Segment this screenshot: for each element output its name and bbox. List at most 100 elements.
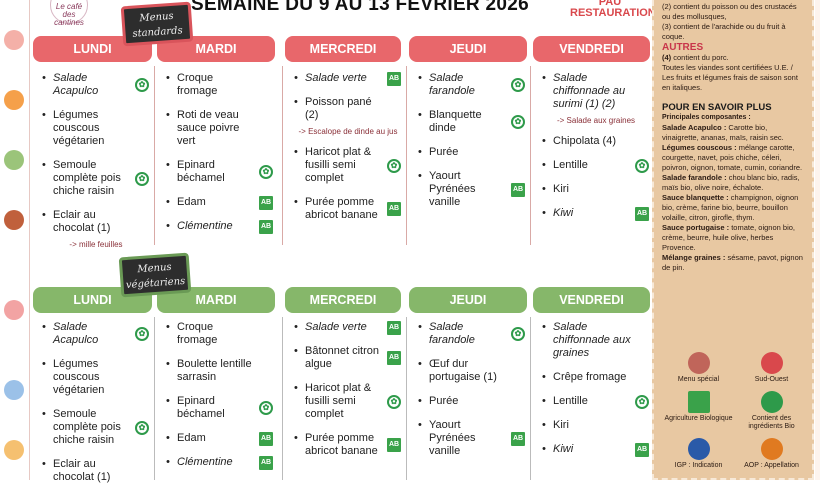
menu-item-text: Salade farandole	[429, 72, 475, 97]
menu-item: Kiri	[541, 419, 651, 432]
day-column: Salade verte AB Poisson pané (2) -> Escalop…	[285, 71, 409, 233]
menu-item: Epinard béchamel ✿	[165, 159, 275, 185]
legend-item: Menu spécial	[662, 352, 735, 385]
ingredient-entry: Salade farandole : chou blanc bio, radis…	[662, 173, 800, 192]
menu-item-text: Croque fromage	[177, 72, 218, 97]
menu-item-text: Roti de veau sauce poivre vert	[177, 109, 240, 147]
menu-item-text: Bâtonnet citron algue	[305, 345, 379, 370]
bio-ingredients-icon: ✿	[387, 394, 401, 409]
column-divider	[406, 66, 407, 245]
plus-title: POUR EN SAVOIR PLUS	[662, 102, 772, 113]
food-illustrations-right	[815, 0, 820, 480]
day-column: Salade Acapulco ✿ Légumes couscous végétar…	[33, 321, 157, 495]
menu-item: Lentille ✿	[541, 158, 651, 173]
bio-ingredients-icon: ✿	[135, 327, 149, 341]
day-header-vendredi: VENDREDI	[533, 36, 650, 62]
pau-restauration-logo: PAU RESTAURATION	[570, 0, 656, 19]
bio-ingredients-icon: ✿	[135, 78, 149, 92]
menu-item: Légumes couscous végétarien	[41, 358, 151, 397]
bio-ingredients-icon: ✿	[511, 327, 525, 341]
menu-board-standard: Menus standards	[120, 1, 194, 47]
menu-item: Kiwi AB	[541, 206, 651, 221]
logo-text: Le café des cantines	[54, 2, 84, 27]
logo-pau-sub: RESTAURATION	[570, 7, 656, 19]
day-header-jeudi: JEUDI	[409, 36, 527, 62]
menu-item: Clémentine AB	[165, 219, 275, 234]
day-header-mercredi: MERCREDI	[285, 287, 401, 313]
menu-item-text: Salade chiffonnade au surimi (1) (2)	[553, 72, 626, 110]
menu-item-text: Edam	[177, 432, 206, 444]
menu-item-text: Clémentine	[177, 220, 233, 232]
info-sidebar: (2) contient du poisson ou des crustacés…	[652, 0, 814, 480]
ab-icon: AB	[511, 431, 525, 446]
ab-icon: AB	[259, 455, 273, 470]
cafe-des-cantines-logo: Le café des cantines	[50, 0, 88, 27]
menu-item: Salade chiffonnade au surimi (1) (2)	[541, 72, 651, 111]
composantes-label: Principales composantes :	[662, 114, 751, 121]
special-menu-icon	[687, 352, 710, 374]
menu-item: Purée pomme abricot banane AB	[293, 432, 403, 458]
aop-icon	[760, 437, 783, 460]
day-column: Salade Acapulco ✿ Légumes couscous végétar…	[33, 72, 157, 259]
menu-item-text: Salade farandole	[429, 321, 475, 346]
menu-item-text: Croque fromage	[177, 321, 218, 346]
menu-item-text: Lentille	[553, 395, 588, 407]
menu-item: Bâtonnet citron algue AB	[293, 345, 403, 371]
menu-item: Crêpe fromage	[541, 371, 651, 384]
menu-item: Croque fromage	[165, 321, 275, 347]
menu-item-text: Yaourt Pyrénées vanille	[429, 419, 476, 457]
ab-icon: AB	[387, 351, 401, 365]
menu-item: Œuf dur portugaise (1)	[417, 358, 527, 384]
legend-item: Sud-Ouest	[735, 352, 808, 385]
menu-item: Boulette lentille sarrasin	[165, 358, 275, 384]
menu-item: Yaourt Pyrénées vanille AB	[417, 170, 527, 209]
menu-item: Poisson pané (2)	[293, 96, 403, 122]
menu-item-text: Légumes couscous végétarien	[53, 109, 105, 147]
menu-item-text: Kiwi	[553, 207, 574, 219]
bio-ingredients-icon: ✿	[635, 394, 649, 409]
legend-label: IGP : Indication	[674, 461, 723, 469]
menu-item: Kiwi AB	[541, 442, 651, 457]
menu-item: Purée	[417, 146, 527, 159]
ingredient-entry: Sauce portugaise : tomate, oignon bio, c…	[662, 223, 795, 252]
column-divider	[530, 317, 531, 480]
menu-board-vegetarian: Menus végétariens	[118, 252, 192, 298]
bio-ingredients-icon: ✿	[259, 401, 273, 415]
legend-label: Menu spécial	[677, 376, 720, 383]
ab-icon: AB	[635, 442, 649, 457]
menu-item-text: Kiri	[553, 183, 569, 195]
ingredient-entry: Légumes couscous : mélange carotte, cour…	[662, 143, 803, 172]
menu-item-text: Légumes couscous végétarien	[53, 358, 105, 396]
column-divider	[530, 66, 531, 245]
menu-item: Clémentine AB	[165, 455, 275, 470]
day-header-vendredi: VENDREDI	[533, 287, 650, 313]
menu-item: Salade Acapulco ✿	[41, 321, 151, 347]
menu-item: Légumes couscous végétarien	[41, 109, 151, 148]
menu-item: Salade farandole ✿	[417, 72, 527, 98]
ab-icon: AB	[511, 182, 525, 197]
igp-icon	[687, 437, 710, 460]
autres-title: AUTRES	[662, 42, 704, 53]
menu-item: Salade Acapulco ✿	[41, 72, 151, 98]
menu-item: Epinard béchamel ✿	[165, 395, 275, 421]
column-divider	[154, 317, 155, 480]
allergen-2: (2) contient du poisson ou des crustacés…	[662, 2, 797, 21]
ab-icon: AB	[387, 320, 401, 335]
menu-item-text: Purée pomme abricot banane	[305, 196, 378, 221]
bio-ingredients-icon: ✿	[387, 158, 401, 173]
autres-text: (4) contient du porc.	[662, 53, 729, 62]
column-divider	[282, 317, 283, 480]
menu-item-text: Salade verte	[305, 321, 367, 333]
ab-icon: AB	[635, 206, 649, 221]
menu-item-text: Œuf dur portugaise (1)	[429, 358, 497, 383]
menu-item-text: Blanquette dinde	[429, 109, 482, 134]
menu-item-text: Epinard béchamel	[177, 159, 225, 184]
menu-item-text: Kiwi	[553, 443, 574, 455]
bio-ingredients-icon: ✿	[135, 171, 149, 186]
menu-item-text: Haricot plat & fusilli semi complet	[305, 146, 372, 184]
menu-item-text: Lentille	[553, 159, 588, 171]
sud-ouest-icon	[760, 352, 783, 374]
ingredient-entry: Salade Acapulco : Carotte bio, vinaigret…	[662, 123, 784, 142]
certification-text: Toutes les viandes sont certifiées U.E. …	[662, 63, 798, 92]
legend-label: AOP : Appellation	[744, 461, 799, 469]
